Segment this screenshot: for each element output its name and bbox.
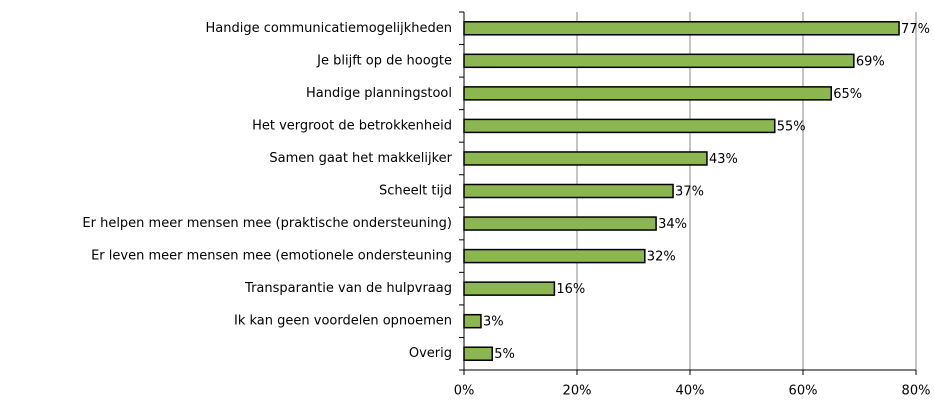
value-label: 34% xyxy=(658,217,687,232)
y-tick-label: Er helpen meer mensen mee (praktische on… xyxy=(82,216,452,231)
y-tick-label: Scheelt tijd xyxy=(379,184,452,199)
bar xyxy=(463,281,556,296)
x-tick-label: 40% xyxy=(676,384,705,399)
y-tick-label: Je blijft op de hoogte xyxy=(316,53,452,68)
y-tick-label: Handige planningstool xyxy=(306,86,452,101)
value-label: 32% xyxy=(647,250,676,265)
value-label: 77% xyxy=(901,22,930,37)
y-tick-label: Transparantie van de hulpvraag xyxy=(244,281,452,296)
bar xyxy=(463,151,708,166)
bar xyxy=(463,248,646,264)
y-tick-label: Ik kan geen voordelen opnoemen xyxy=(234,314,452,329)
bar xyxy=(463,53,855,69)
bar xyxy=(463,183,674,199)
y-tick-label: Samen gaat het makkelijker xyxy=(269,151,452,166)
value-label: 65% xyxy=(833,87,862,102)
value-label: 69% xyxy=(856,54,885,69)
value-label: 43% xyxy=(709,152,738,167)
x-tick-label: 80% xyxy=(902,384,931,399)
y-tick-label: Overig xyxy=(409,346,452,361)
value-label: 55% xyxy=(777,119,806,134)
value-label: 37% xyxy=(675,185,704,200)
y-tick-label: Handige communicatiemogelijkheden xyxy=(205,21,452,36)
bar xyxy=(463,346,493,361)
bar xyxy=(463,216,657,231)
bar xyxy=(463,118,776,134)
value-label: 3% xyxy=(483,315,504,330)
y-tick-label: Het vergroot de betrokkenheid xyxy=(252,118,452,133)
x-tick-label: 20% xyxy=(563,384,592,399)
x-tick-label: 0% xyxy=(454,384,475,399)
bar xyxy=(463,21,900,36)
bar xyxy=(463,86,832,101)
bar xyxy=(463,313,482,329)
value-label: 16% xyxy=(556,282,585,297)
x-tick-label: 60% xyxy=(789,384,818,399)
y-tick-label: Er leven meer mensen mee (emotionele ond… xyxy=(91,249,452,264)
value-label: 5% xyxy=(494,347,515,362)
